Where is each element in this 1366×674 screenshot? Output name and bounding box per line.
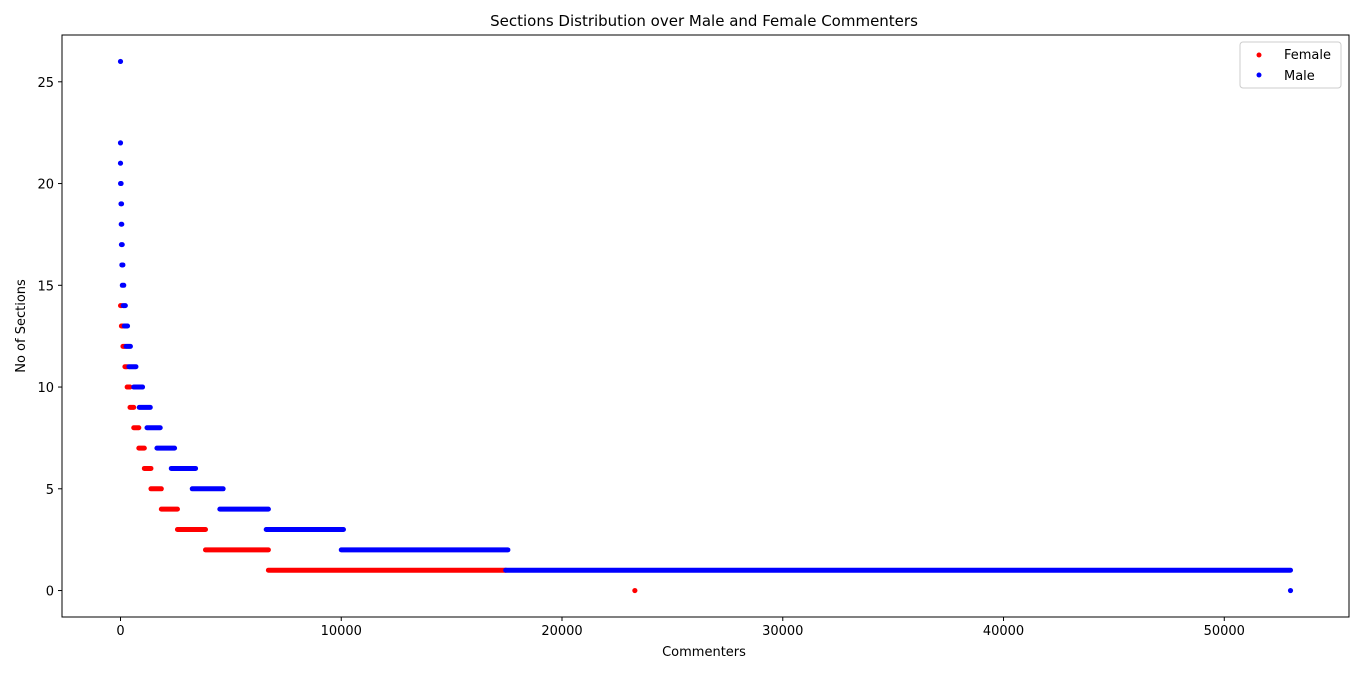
y-axis-title: No of Sections	[14, 279, 29, 373]
plot-frame	[61, 34, 1350, 618]
legend-marker-male	[1256, 72, 1262, 78]
legend-box	[1239, 41, 1342, 89]
legend-label-female: Female	[1284, 48, 1331, 63]
male-point	[117, 58, 124, 65]
x-tick-label: 30000	[762, 624, 803, 639]
x-tick-label: 20000	[541, 624, 582, 639]
male-point	[117, 140, 124, 146]
x-tick-label: 40000	[983, 624, 1024, 639]
legend-marker-female	[1256, 52, 1262, 58]
chart-title: Sections Distribution over Male and Fema…	[490, 12, 918, 30]
x-axis-title: Commenters	[662, 645, 746, 660]
male-point	[117, 160, 124, 166]
plot-area	[117, 58, 1294, 594]
x-axis: 0 10000 20000 30000 40000 50000	[116, 617, 1245, 639]
x-tick-label: 10000	[321, 624, 362, 639]
y-tick-label: 10	[37, 381, 54, 396]
x-tick-label: 50000	[1204, 624, 1245, 639]
y-tick-label: 20	[37, 178, 54, 193]
female-point	[632, 587, 638, 594]
legend: Female Male	[1239, 41, 1342, 89]
y-axis: 0 5 10 15 20 25	[37, 76, 62, 600]
y-tick-label: 25	[37, 76, 54, 91]
legend-label-male: Male	[1284, 69, 1315, 84]
x-tick-label: 0	[116, 624, 124, 639]
y-tick-label: 5	[46, 483, 54, 498]
y-tick-label: 15	[37, 279, 54, 294]
male-point	[1287, 587, 1294, 594]
y-tick-label: 0	[46, 585, 54, 600]
